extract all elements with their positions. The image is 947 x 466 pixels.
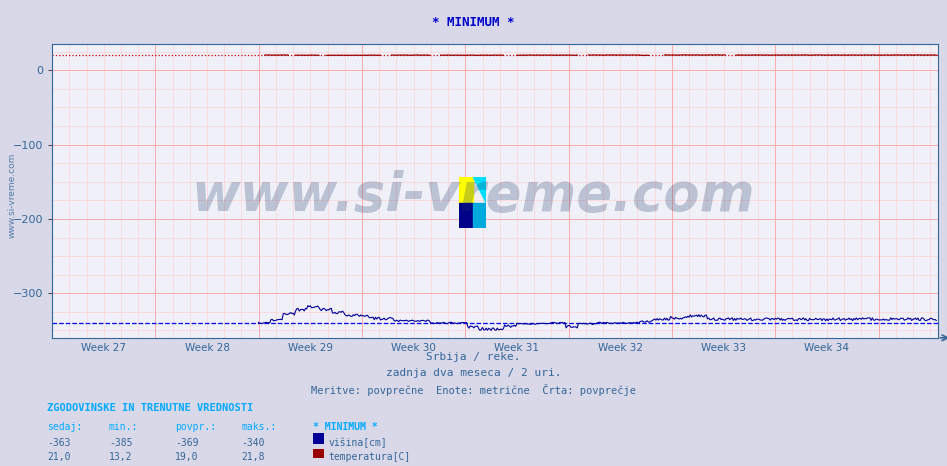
- Polygon shape: [473, 203, 486, 228]
- Text: ZGODOVINSKE IN TRENUTNE VREDNOSTI: ZGODOVINSKE IN TRENUTNE VREDNOSTI: [47, 403, 254, 413]
- Text: maks.:: maks.:: [241, 422, 277, 432]
- Bar: [459, 177, 473, 203]
- Text: -385: -385: [109, 438, 133, 448]
- Text: 21,0: 21,0: [47, 452, 71, 462]
- Text: * MINIMUM *: * MINIMUM *: [313, 422, 377, 432]
- Text: -340: -340: [241, 438, 265, 448]
- Text: 13,2: 13,2: [109, 452, 133, 462]
- Text: www.si-vreme.com: www.si-vreme.com: [191, 170, 756, 222]
- Text: 19,0: 19,0: [175, 452, 199, 462]
- Bar: [459, 203, 473, 228]
- Text: višina[cm]: višina[cm]: [329, 438, 387, 448]
- Text: temperatura[C]: temperatura[C]: [329, 452, 411, 462]
- Text: povpr.:: povpr.:: [175, 422, 216, 432]
- Text: min.:: min.:: [109, 422, 138, 432]
- Text: -363: -363: [47, 438, 71, 448]
- Text: Meritve: povprečne  Enote: metrične  Črta: povprečje: Meritve: povprečne Enote: metrične Črta:…: [311, 384, 636, 397]
- Text: sedaj:: sedaj:: [47, 422, 82, 432]
- Text: www.si-vreme.com: www.si-vreme.com: [8, 153, 17, 239]
- Text: -369: -369: [175, 438, 199, 448]
- Text: 21,8: 21,8: [241, 452, 265, 462]
- Text: Srbija / reke.: Srbija / reke.: [426, 352, 521, 362]
- Text: * MINIMUM *: * MINIMUM *: [432, 16, 515, 29]
- Polygon shape: [473, 177, 486, 203]
- Text: zadnja dva meseca / 2 uri.: zadnja dva meseca / 2 uri.: [385, 368, 562, 378]
